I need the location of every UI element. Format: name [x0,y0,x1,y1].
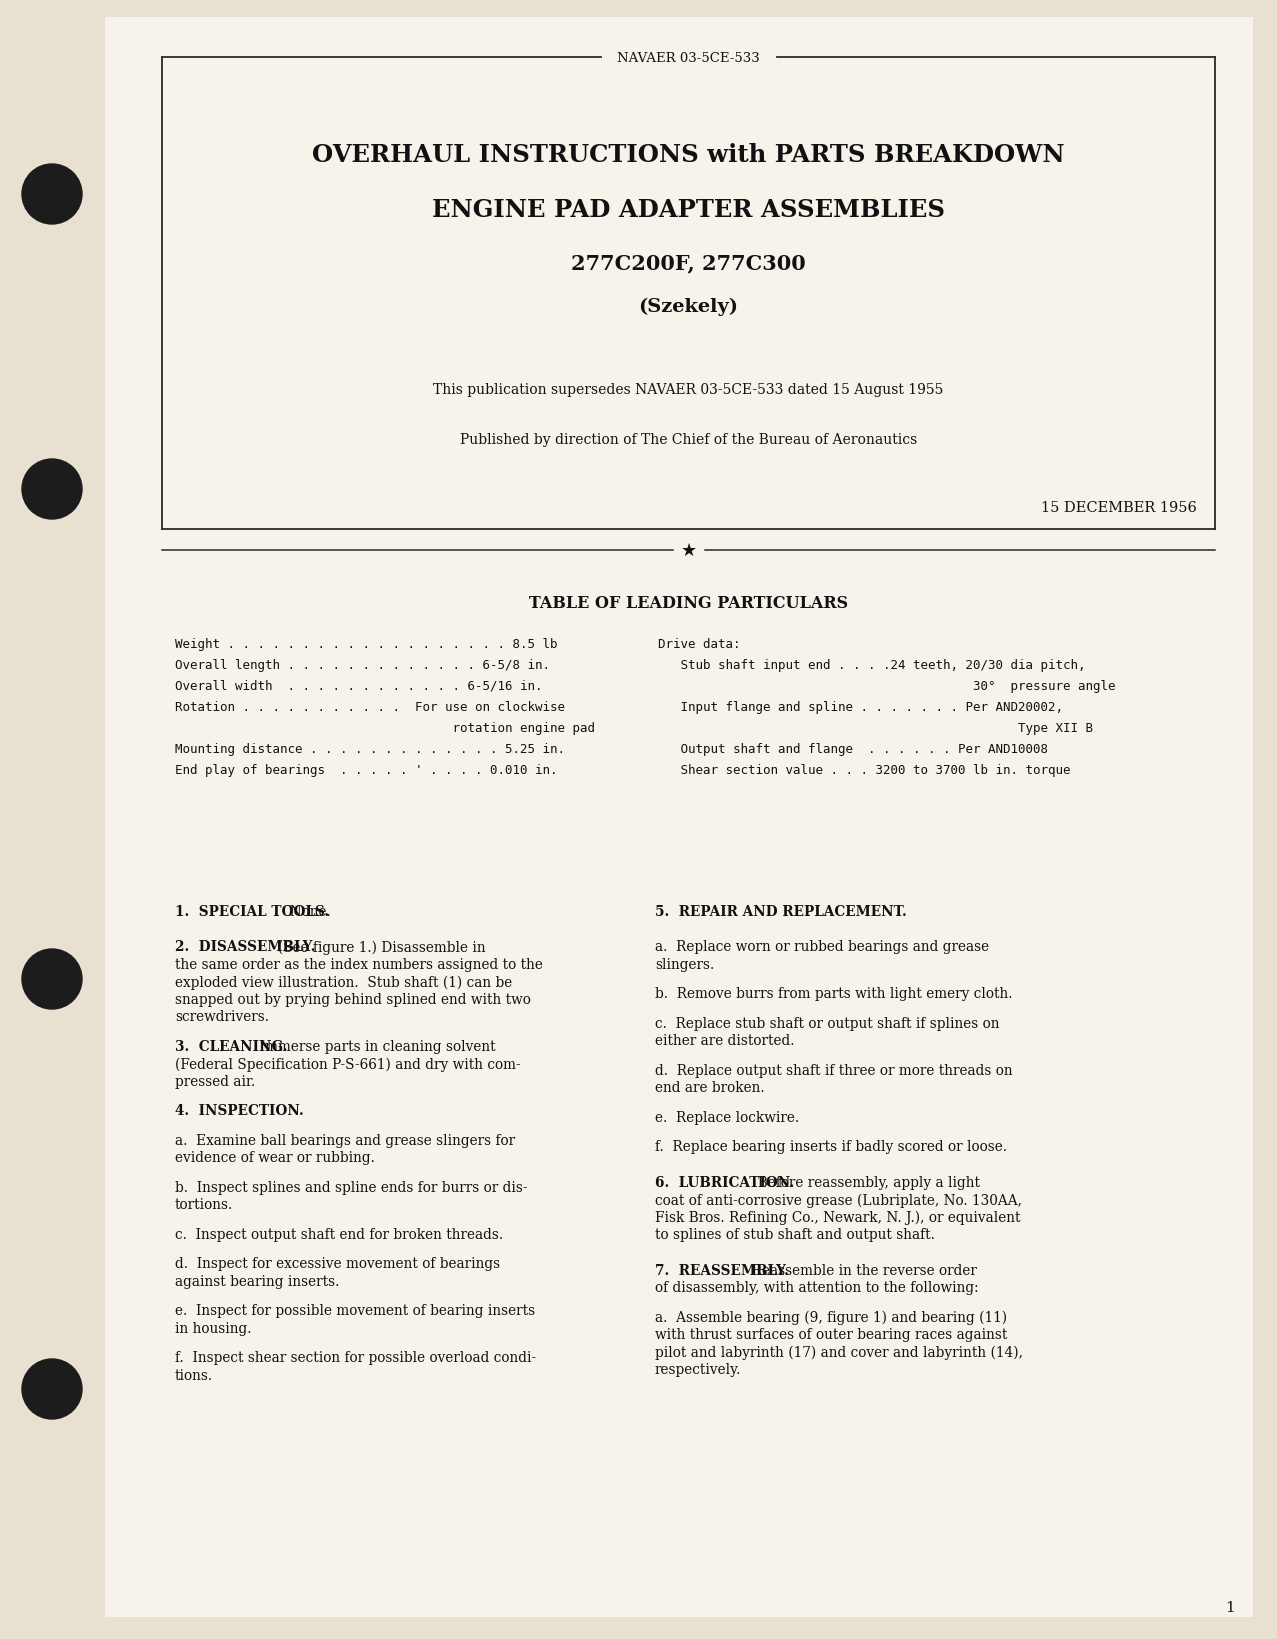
Text: snapped out by prying behind splined end with two: snapped out by prying behind splined end… [175,992,531,1006]
Text: NAVAER 03-5CE-533: NAVAER 03-5CE-533 [617,51,760,64]
Text: evidence of wear or rubbing.: evidence of wear or rubbing. [175,1151,375,1165]
Circle shape [22,459,82,520]
Text: screwdrivers.: screwdrivers. [175,1010,269,1024]
Text: Immerse parts in cleaning solvent: Immerse parts in cleaning solvent [252,1039,495,1054]
Text: a.  Replace worn or rubbed bearings and grease: a. Replace worn or rubbed bearings and g… [655,939,990,954]
Text: 1.  SPECIAL TOOLS.: 1. SPECIAL TOOLS. [175,905,329,918]
Text: OVERHAUL INSTRUCTIONS with PARTS BREAKDOWN: OVERHAUL INSTRUCTIONS with PARTS BREAKDO… [312,143,1065,167]
Text: Reassemble in the reverse order: Reassemble in the reverse order [743,1264,977,1277]
Text: Published by direction of The Chief of the Bureau of Aeronautics: Published by direction of The Chief of t… [460,433,917,447]
Text: Stub shaft input end . . . .24 teeth, 20/30 dia pitch,: Stub shaft input end . . . .24 teeth, 20… [658,659,1085,672]
Text: exploded view illustration.  Stub shaft (1) can be: exploded view illustration. Stub shaft (… [175,975,512,990]
Text: 277C200F, 277C300: 277C200F, 277C300 [571,252,806,272]
Text: (Federal Specification P-S-661) and dry with com-: (Federal Specification P-S-661) and dry … [175,1057,521,1072]
Text: Type XII B: Type XII B [658,721,1093,734]
Text: Input flange and spline . . . . . . . Per AND20002,: Input flange and spline . . . . . . . Pe… [658,700,1062,713]
Text: against bearing inserts.: against bearing inserts. [175,1274,340,1288]
Text: 30°  pressure angle: 30° pressure angle [658,680,1116,693]
Text: to splines of stub shaft and output shaft.: to splines of stub shaft and output shaf… [655,1228,935,1242]
Text: 6.  LUBRICATION.: 6. LUBRICATION. [655,1175,794,1190]
Text: tions.: tions. [175,1369,213,1382]
Text: Overall length . . . . . . . . . . . . . 6-5/8 in.: Overall length . . . . . . . . . . . . .… [175,659,550,672]
Text: This publication supersedes NAVAER 03-5CE-533 dated 15 August 1955: This publication supersedes NAVAER 03-5C… [433,384,944,397]
Text: ★: ★ [681,541,696,559]
Text: 15 DECEMBER 1956: 15 DECEMBER 1956 [1041,500,1197,515]
Text: None.: None. [281,905,331,918]
Text: in housing.: in housing. [175,1321,252,1336]
Text: coat of anti-corrosive grease (Lubriplate, No. 130AA,: coat of anti-corrosive grease (Lubriplat… [655,1193,1022,1208]
Text: Mounting distance . . . . . . . . . . . . . 5.25 in.: Mounting distance . . . . . . . . . . . … [175,742,564,756]
Circle shape [22,166,82,225]
Text: slingers.: slingers. [655,957,714,972]
FancyBboxPatch shape [105,18,1253,1618]
Text: d.  Replace output shaft if three or more threads on: d. Replace output shaft if three or more… [655,1064,1013,1077]
Text: 5.  REPAIR AND REPLACEMENT.: 5. REPAIR AND REPLACEMENT. [655,905,907,918]
Text: 3.  CLEANING.: 3. CLEANING. [175,1039,287,1054]
Text: Weight . . . . . . . . . . . . . . . . . . . 8.5 lb: Weight . . . . . . . . . . . . . . . . .… [175,638,558,651]
Text: d.  Inspect for excessive movement of bearings: d. Inspect for excessive movement of bea… [175,1257,501,1270]
Text: (See figure 1.) Disassemble in: (See figure 1.) Disassemble in [269,939,485,954]
Text: tortions.: tortions. [175,1198,234,1211]
Text: Rotation . . . . . . . . . . .  For use on clockwise: Rotation . . . . . . . . . . . For use o… [175,700,564,713]
Text: the same order as the index numbers assigned to the: the same order as the index numbers assi… [175,957,543,972]
Text: f.  Inspect shear section for possible overload condi-: f. Inspect shear section for possible ov… [175,1351,536,1365]
Text: pressed air.: pressed air. [175,1074,255,1088]
Text: b.  Inspect splines and spline ends for burrs or dis-: b. Inspect splines and spline ends for b… [175,1180,527,1195]
Text: a.  Assemble bearing (9, figure 1) and bearing (11): a. Assemble bearing (9, figure 1) and be… [655,1310,1008,1324]
Text: Output shaft and flange  . . . . . . Per AND10008: Output shaft and flange . . . . . . Per … [658,742,1048,756]
Text: Before reassembly, apply a light: Before reassembly, apply a light [750,1175,979,1190]
Text: Shear section value . . . 3200 to 3700 lb in. torque: Shear section value . . . 3200 to 3700 l… [658,764,1070,777]
Text: end are broken.: end are broken. [655,1080,765,1095]
Text: (Szekely): (Szekely) [638,298,738,316]
Text: respectively.: respectively. [655,1362,742,1377]
Text: either are distorted.: either are distorted. [655,1034,794,1047]
Text: of disassembly, with attention to the following:: of disassembly, with attention to the fo… [655,1280,978,1295]
Text: Fisk Bros. Refining Co., Newark, N. J.), or equivalent: Fisk Bros. Refining Co., Newark, N. J.),… [655,1210,1020,1224]
Text: with thrust surfaces of outer bearing races against: with thrust surfaces of outer bearing ra… [655,1328,1008,1342]
Text: Drive data:: Drive data: [658,638,741,651]
Text: 4.  INSPECTION.: 4. INSPECTION. [175,1103,304,1118]
Text: Overall width  . . . . . . . . . . . . 6-5/16 in.: Overall width . . . . . . . . . . . . 6-… [175,680,543,693]
Text: f.  Replace bearing inserts if badly scored or loose.: f. Replace bearing inserts if badly scor… [655,1139,1008,1154]
Text: ENGINE PAD ADAPTER ASSEMBLIES: ENGINE PAD ADAPTER ASSEMBLIES [432,198,945,221]
Text: c.  Replace stub shaft or output shaft if splines on: c. Replace stub shaft or output shaft if… [655,1016,1000,1031]
Text: TABLE OF LEADING PARTICULARS: TABLE OF LEADING PARTICULARS [529,595,848,611]
Text: c.  Inspect output shaft end for broken threads.: c. Inspect output shaft end for broken t… [175,1228,503,1241]
Text: b.  Remove burrs from parts with light emery cloth.: b. Remove burrs from parts with light em… [655,987,1013,1001]
Text: e.  Replace lockwire.: e. Replace lockwire. [655,1110,799,1124]
Text: 7.  REASSEMBLY.: 7. REASSEMBLY. [655,1264,789,1277]
Text: e.  Inspect for possible movement of bearing inserts: e. Inspect for possible movement of bear… [175,1303,535,1318]
Circle shape [22,949,82,1010]
Circle shape [22,1359,82,1419]
Text: 1: 1 [1225,1600,1235,1614]
Text: 2.  DISASSEMBLY.: 2. DISASSEMBLY. [175,939,315,954]
Text: pilot and labyrinth (17) and cover and labyrinth (14),: pilot and labyrinth (17) and cover and l… [655,1346,1023,1360]
Text: End play of bearings  . . . . . ' . . . . 0.010 in.: End play of bearings . . . . . ' . . . .… [175,764,558,777]
Text: rotation engine pad: rotation engine pad [175,721,595,734]
Text: a.  Examine ball bearings and grease slingers for: a. Examine ball bearings and grease slin… [175,1133,515,1147]
